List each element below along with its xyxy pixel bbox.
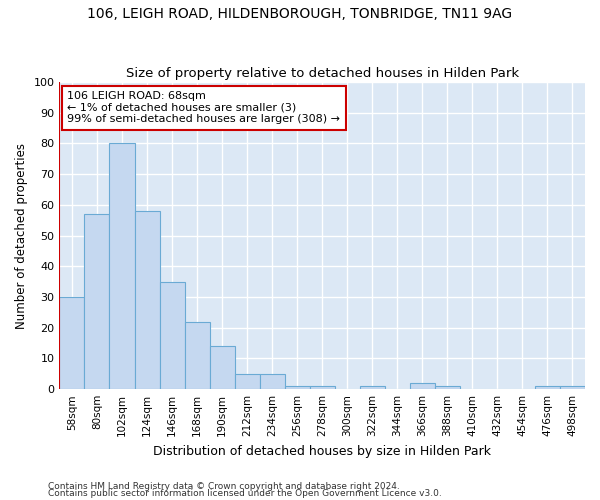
Bar	[560, 386, 585, 389]
Bar	[360, 386, 385, 389]
Bar	[435, 386, 460, 389]
Bar	[85, 214, 109, 389]
Text: 106, LEIGH ROAD, HILDENBOROUGH, TONBRIDGE, TN11 9AG: 106, LEIGH ROAD, HILDENBOROUGH, TONBRIDG…	[88, 8, 512, 22]
Title: Size of property relative to detached houses in Hilden Park: Size of property relative to detached ho…	[125, 66, 519, 80]
Text: 106 LEIGH ROAD: 68sqm
← 1% of detached houses are smaller (3)
99% of semi-detach: 106 LEIGH ROAD: 68sqm ← 1% of detached h…	[67, 92, 340, 124]
Text: Contains public sector information licensed under the Open Government Licence v3: Contains public sector information licen…	[48, 489, 442, 498]
Bar	[410, 383, 435, 389]
Bar	[310, 386, 335, 389]
Text: Contains HM Land Registry data © Crown copyright and database right 2024.: Contains HM Land Registry data © Crown c…	[48, 482, 400, 491]
Y-axis label: Number of detached properties: Number of detached properties	[15, 142, 28, 328]
Bar	[185, 322, 209, 389]
Bar	[209, 346, 235, 389]
Bar	[59, 297, 85, 389]
Bar	[535, 386, 560, 389]
X-axis label: Distribution of detached houses by size in Hilden Park: Distribution of detached houses by size …	[153, 444, 491, 458]
Bar	[260, 374, 284, 389]
Bar	[160, 282, 185, 389]
Bar	[235, 374, 260, 389]
Bar	[109, 144, 134, 389]
Bar	[134, 211, 160, 389]
Bar	[284, 386, 310, 389]
